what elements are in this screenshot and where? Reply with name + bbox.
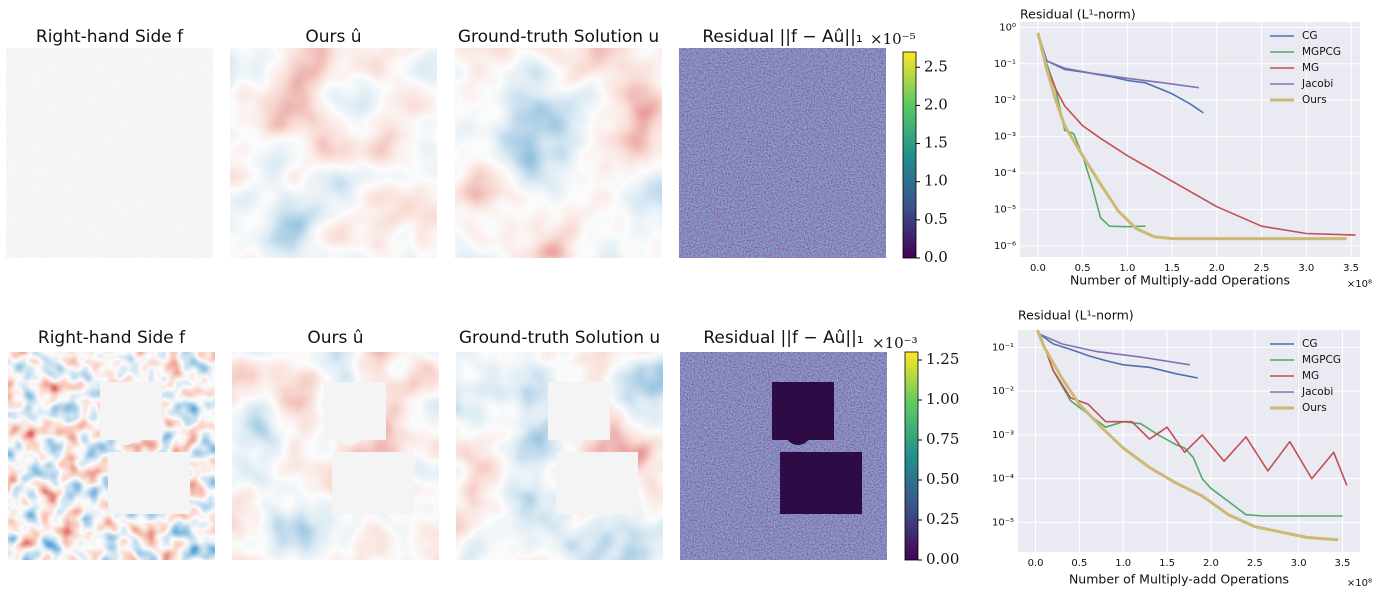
legend-label: CG [1302, 338, 1317, 350]
series-line [1036, 32, 1347, 241]
colorbar-tick-label: 0.5 [924, 210, 948, 228]
legend-label: MG [1302, 370, 1319, 382]
x-tick-label: 2.5 [1254, 263, 1270, 274]
series-line [1039, 333, 1198, 379]
x-tick-label: 1.0 [1119, 263, 1135, 274]
x-tick-label: 2.0 [1203, 558, 1219, 569]
legend-label: MGPCG [1302, 46, 1341, 58]
legend-label: CG [1302, 30, 1317, 42]
colorbar [904, 351, 919, 561]
x-tick-label: 0.5 [1075, 263, 1091, 274]
x-tick-label: 0.5 [1071, 558, 1087, 569]
colorbar-exponent: ×10⁻³ [872, 334, 918, 352]
x-tick-label: 3.0 [1291, 558, 1307, 569]
series-line [1037, 32, 1200, 89]
x-tick-label: 2.0 [1209, 263, 1225, 274]
colorbar-tick-label: 1.0 [924, 172, 948, 190]
x-tick-label: 2.5 [1247, 558, 1263, 569]
legend-label: Jacobi [1301, 78, 1333, 90]
legend-label: MGPCG [1302, 354, 1341, 366]
panel-title: Ours û [305, 27, 361, 47]
series-line [1039, 333, 1348, 486]
panel-title: Ours û [307, 328, 363, 348]
y-tick-label: 10⁻¹ [992, 342, 1014, 353]
y-tick-label: 10⁻¹ [994, 59, 1016, 70]
colorbar-tick-label: 0.00 [926, 550, 959, 568]
y-tick-label: 10⁻⁶ [994, 241, 1016, 252]
colorbar-tick-label: 0.50 [926, 470, 959, 488]
masked-region [785, 419, 811, 445]
colorbar-exponent: ×10⁻⁵ [870, 30, 916, 48]
chart-title: Residual (L¹-norm) [1020, 7, 1136, 22]
colorbar-tick-label: 2.0 [924, 95, 948, 113]
panel-title: Right-hand Side f [36, 27, 184, 47]
x-tick-label: 3.0 [1298, 263, 1314, 274]
legend-label: Jacobi [1301, 386, 1333, 398]
x-axis-label: Number of Multiply-add Operations [1069, 572, 1289, 587]
colorbar-tick-label: 1.5 [924, 134, 948, 152]
masked-region [108, 452, 190, 514]
heatmap-image [6, 48, 213, 258]
panel-title: Residual ||f − Aû||₁ [702, 27, 862, 47]
colorbar-tick-label: 2.5 [924, 57, 948, 75]
panel-title: Residual ||f − Aû||₁ [703, 328, 863, 348]
x-tick-label: 1.0 [1115, 558, 1131, 569]
colorbar [902, 51, 917, 259]
y-tick-label: 10⁻³ [994, 132, 1016, 143]
x-tick-label: 3.5 [1343, 263, 1359, 274]
heatmap-image [230, 48, 437, 258]
panel-title: Right-hand Side f [38, 328, 186, 348]
masked-region [556, 452, 638, 514]
y-tick-label: 10⁻⁴ [994, 168, 1016, 179]
x-tick-label: 3.5 [1335, 558, 1351, 569]
masked-region [332, 452, 414, 514]
masked-region [780, 452, 862, 514]
x-tick-label: 1.5 [1164, 263, 1180, 274]
colorbar-tick-label: 1.00 [926, 390, 959, 408]
panel-title: Ground-truth Solution u [458, 27, 659, 47]
x-tick-label: 0.0 [1030, 263, 1046, 274]
series-line [1039, 333, 1191, 366]
y-tick-label: 10⁻³ [992, 430, 1014, 441]
legend-label: Ours [1302, 94, 1327, 106]
y-tick-label: 10⁻² [992, 386, 1014, 397]
plot-area [1018, 330, 1360, 552]
masked-region [561, 419, 587, 445]
series-line [1037, 32, 1356, 236]
masked-region [337, 419, 363, 445]
chart-title: Residual (L¹-norm) [1018, 308, 1134, 323]
legend-label: MG [1302, 62, 1319, 74]
colorbar-tick-label: 0.75 [926, 430, 959, 448]
heatmap-image [679, 48, 886, 258]
y-tick-label: 10⁰ [999, 22, 1016, 33]
legend-label: Ours [1302, 402, 1327, 414]
x-tick-label: 0.0 [1028, 558, 1044, 569]
y-tick-label: 10⁻⁴ [992, 474, 1014, 485]
y-tick-label: 10⁻⁵ [994, 205, 1016, 216]
x-axis-exponent: ×10⁸ [1347, 578, 1372, 589]
colorbar-tick-label: 1.25 [926, 350, 959, 368]
colorbar-tick-label: 0.25 [926, 510, 959, 528]
x-axis-exponent: ×10⁸ [1347, 279, 1372, 290]
masked-region [113, 419, 139, 445]
x-tick-label: 1.5 [1159, 558, 1175, 569]
panel-title: Ground-truth Solution u [459, 328, 660, 348]
x-axis-label: Number of Multiply-add Operations [1070, 273, 1290, 288]
colorbar-tick-label: 0.0 [924, 248, 948, 266]
series-line [1035, 329, 1339, 542]
heatmap-image [455, 48, 662, 258]
y-tick-label: 10⁻⁵ [992, 517, 1014, 528]
y-tick-label: 10⁻² [994, 95, 1016, 106]
